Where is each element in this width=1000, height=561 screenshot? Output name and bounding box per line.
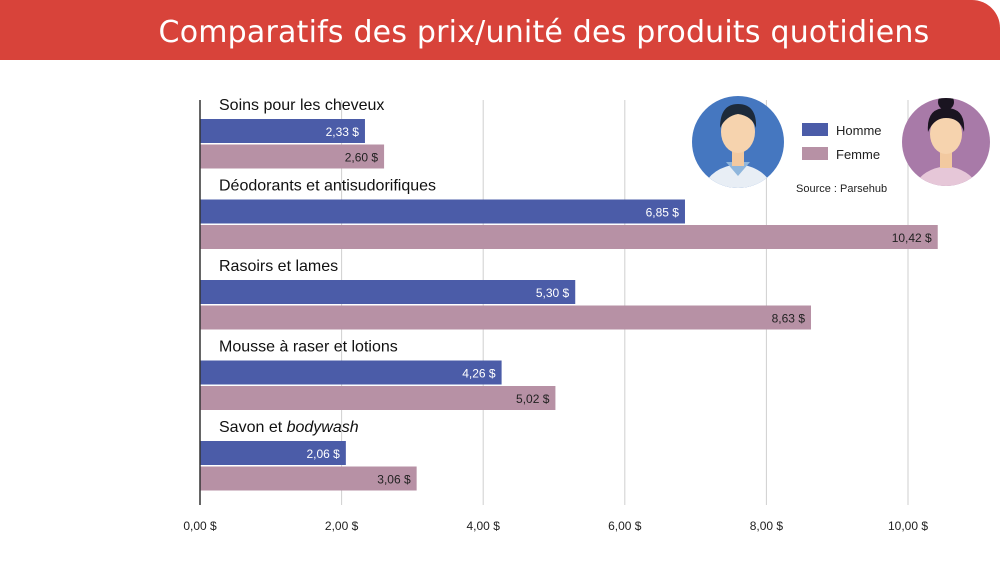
category-label: Soins pour les cheveux: [219, 97, 384, 114]
legend: Homme Femme Source : Parsehub: [692, 96, 990, 195]
bar-femme: [200, 225, 938, 249]
woman-avatar-icon: [902, 98, 990, 186]
legend-label-femme: Femme: [836, 147, 880, 162]
bar-value-label: 3,06 $: [377, 473, 411, 487]
x-axis-ticks: 0,00 $ 2,00 $ 4,00 $ 6,00 $ 8,00 $ 10,00 $: [183, 519, 928, 533]
bar-value-label: 5,30 $: [536, 286, 570, 300]
x-tick-label: 2,00 $: [325, 519, 359, 533]
category-labels: Soins pour les cheveux Déodorants et anti…: [219, 97, 436, 436]
bar-homme: [200, 280, 576, 304]
legend-swatch-femme: [802, 147, 828, 160]
x-tick-label: 4,00 $: [467, 519, 501, 533]
bar-femme: [200, 144, 385, 169]
bar-femme: [200, 386, 556, 410]
bar-homme: [200, 119, 365, 143]
bar-homme: [200, 199, 685, 224]
bar-value-label: 2,60 $: [345, 151, 379, 165]
bar-value-label: 5,02 $: [516, 392, 550, 406]
bar-homme: [200, 360, 502, 385]
x-tick-label: 10,00 $: [888, 519, 928, 533]
chart-title: Comparatifs des prix/unité des produits …: [158, 15, 930, 50]
bar-value-label: 4,26 $: [462, 367, 496, 381]
legend-label-homme: Homme: [836, 123, 882, 138]
x-tick-label: 8,00 $: [750, 519, 784, 533]
bar-femme: [200, 466, 417, 491]
x-tick-label: 0,00 $: [183, 519, 217, 533]
bars: 2,33 $ 2,60 $ 6,85 $ 10,42 $ 5,30 $ 8,63 $ 4,2…: [200, 119, 938, 491]
man-avatar-icon: [692, 96, 784, 188]
bar-value-label: 2,33 $: [326, 125, 360, 139]
category-label: Rasoirs et lames: [219, 258, 338, 275]
bar-value-label: 6,85 $: [646, 206, 680, 220]
bar-value-label: 2,06 $: [306, 447, 340, 461]
category-label: Savon et bodywash: [219, 419, 359, 436]
bar-femme: [200, 305, 812, 330]
category-label: Mousse à raser et lotions: [219, 339, 398, 356]
category-label: Déodorants et antisudorifiques: [219, 178, 436, 195]
source-label: Source : Parsehub: [796, 183, 887, 195]
bar-value-label: 8,63 $: [772, 312, 806, 326]
legend-swatch-homme: [802, 123, 828, 136]
title-banner: Comparatifs des prix/unité des produits …: [0, 0, 1000, 60]
bar-value-label: 10,42 $: [892, 231, 932, 245]
x-tick-label: 6,00 $: [608, 519, 642, 533]
bar-homme: [200, 441, 346, 465]
